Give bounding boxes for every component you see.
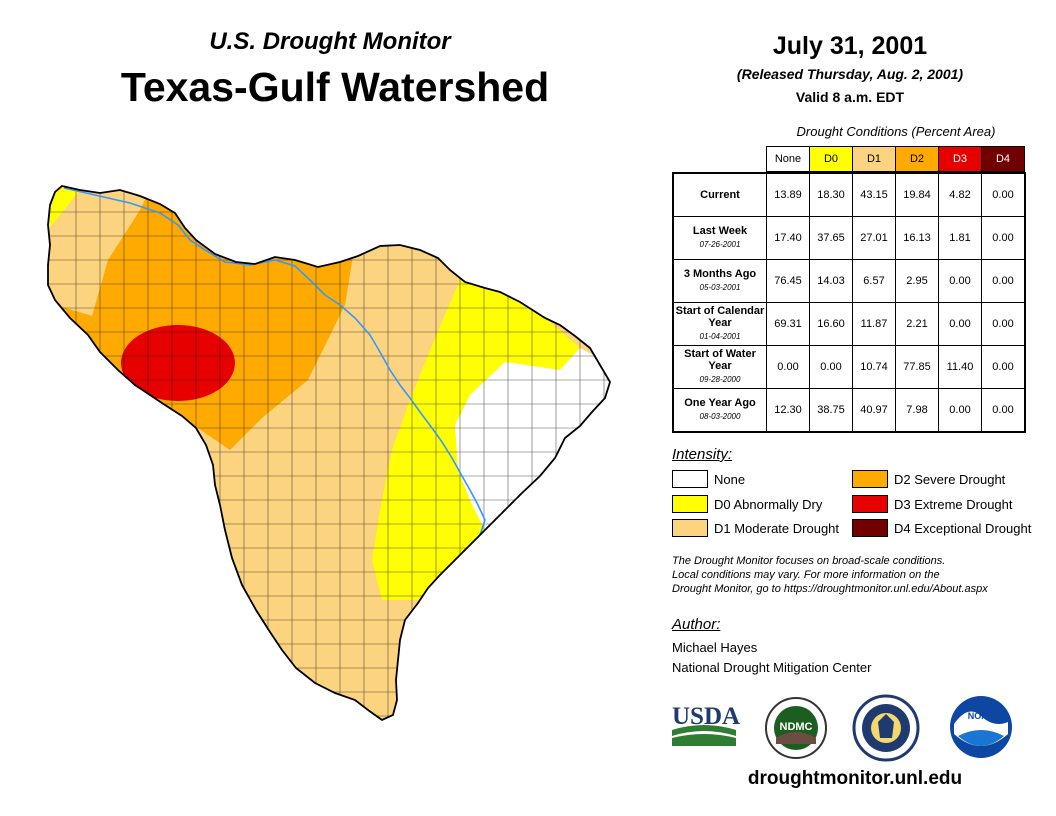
col-d1: D1 xyxy=(852,146,896,172)
legend-swatch xyxy=(672,519,708,537)
col-none: None xyxy=(766,146,810,172)
table-cell: 16.13 xyxy=(895,216,939,260)
legend-item-d1: D1 Moderate Drought xyxy=(672,519,839,537)
legend-item-d4: D4 Exceptional Drought xyxy=(852,519,1031,537)
table-cell: 69.31 xyxy=(766,302,810,346)
row-label: Start of Calendar Year 01-04-2001 xyxy=(672,302,767,346)
release-date: (Released Thursday, Aug. 2, 2001) xyxy=(736,66,964,82)
table-cell: 4.82 xyxy=(938,172,982,217)
table-cell: 0.00 xyxy=(938,388,982,433)
d3-area xyxy=(121,325,235,401)
table-cell: 6.57 xyxy=(852,259,896,303)
website-link[interactable]: droughtmonitor.unl.edu xyxy=(747,768,963,789)
table-cell: 7.98 xyxy=(895,388,939,433)
table-cell: 11.40 xyxy=(938,345,982,389)
row-label: Start of Water Year 09-28-2000 xyxy=(672,345,767,389)
table-row: 3 Months Ago 05-03-2001 76.45 14.03 6.57 … xyxy=(672,259,1026,303)
table-cell: 19.84 xyxy=(895,172,939,217)
map-subtitle: U.S. Drought Monitor xyxy=(209,28,451,55)
table-cell: 77.85 xyxy=(895,345,939,389)
usda-logo: USDA xyxy=(672,703,740,746)
conditions-table: Current 13.89 18.30 43.15 19.84 4.82 0.0… xyxy=(672,172,1026,433)
commerce-seal-logo xyxy=(852,694,920,762)
river xyxy=(63,187,489,549)
table-cell: 0.00 xyxy=(981,388,1026,433)
legend-swatch xyxy=(672,495,708,513)
table-cell: 0.00 xyxy=(938,259,982,303)
legend-swatch xyxy=(672,470,708,488)
row-label: Last Week 07-26-2001 xyxy=(672,216,767,260)
legend-item-none: None xyxy=(672,470,745,488)
col-d2: D2 xyxy=(895,146,939,172)
table-cell: 37.65 xyxy=(809,216,853,260)
table-cell: 0.00 xyxy=(938,302,982,346)
legend-item-d0: D0 Abnormally Dry xyxy=(672,495,822,513)
noaa-logo: NOAA xyxy=(950,696,1012,758)
table-cell: 0.00 xyxy=(981,216,1026,260)
table-cell: 0.00 xyxy=(981,172,1026,217)
table-row: Start of Calendar Year 01-04-2001 69.31 1… xyxy=(672,302,1026,346)
table-cell: 0.00 xyxy=(981,302,1026,346)
legend-swatch xyxy=(852,519,888,537)
row-label: Current xyxy=(672,172,767,217)
table-cell: 0.00 xyxy=(981,345,1026,389)
table-cell: 11.87 xyxy=(852,302,896,346)
ndmc-logo: NDMC xyxy=(765,697,827,759)
table-cell: 76.45 xyxy=(766,259,810,303)
disclaimer-note: The Drought Monitor focuses on broad-sca… xyxy=(672,555,988,595)
legend-title: Intensity: xyxy=(672,446,733,463)
table-row: Current 13.89 18.30 43.15 19.84 4.82 0.0… xyxy=(672,172,1026,217)
table-cell: 0.00 xyxy=(981,259,1026,303)
d1-area-west xyxy=(48,186,155,316)
legend-item-d3: D3 Extreme Drought xyxy=(852,495,1013,513)
row-label: One Year Ago 08-03-2000 xyxy=(672,388,767,433)
map-title: Texas-Gulf Watershed xyxy=(120,64,550,110)
table-cell: 2.95 xyxy=(895,259,939,303)
legend-item-d2: D2 Severe Drought xyxy=(852,470,1005,488)
table-cell: 10.74 xyxy=(852,345,896,389)
table-row: One Year Ago 08-03-2000 12.30 38.75 40.97… xyxy=(672,388,1026,433)
table-cell: 17.40 xyxy=(766,216,810,260)
author-info: Michael Hayes National Drought Mitigatio… xyxy=(672,638,871,678)
table-cell: 40.97 xyxy=(852,388,896,433)
table-cell: 38.75 xyxy=(809,388,853,433)
table-cell: 0.00 xyxy=(766,345,810,389)
table-cell: 12.30 xyxy=(766,388,810,433)
table-cell: 16.60 xyxy=(809,302,853,346)
conditions-title: Drought Conditions (Percent Area) xyxy=(796,124,996,139)
table-header: None D0 D1 D2 D3 D4 xyxy=(766,146,1025,172)
table-cell: 14.03 xyxy=(809,259,853,303)
col-d4: D4 xyxy=(981,146,1025,172)
table-cell: 27.01 xyxy=(852,216,896,260)
svg-text:NDMC: NDMC xyxy=(780,721,813,733)
col-d0: D0 xyxy=(809,146,853,172)
row-label: 3 Months Ago 05-03-2001 xyxy=(672,259,767,303)
valid-time: Valid 8 a.m. EDT xyxy=(795,89,905,105)
drought-map xyxy=(47,185,611,721)
table-cell: 13.89 xyxy=(766,172,810,217)
table-cell: 18.30 xyxy=(809,172,853,217)
svg-text:NOAA: NOAA xyxy=(968,711,995,721)
col-d3: D3 xyxy=(938,146,982,172)
map-date: July 31, 2001 xyxy=(772,32,928,60)
table-cell: 1.81 xyxy=(938,216,982,260)
table-cell: 0.00 xyxy=(809,345,853,389)
table-cell: 43.15 xyxy=(852,172,896,217)
author-org: National Drought Mitigation Center xyxy=(672,660,872,675)
table-row: Start of Water Year 09-28-2000 0.00 0.00 … xyxy=(672,345,1026,389)
table-cell: 2.21 xyxy=(895,302,939,346)
legend-swatch xyxy=(852,495,888,513)
author-heading: Author: xyxy=(672,616,721,633)
legend-swatch xyxy=(852,470,888,488)
author-name: Michael Hayes xyxy=(672,640,758,655)
table-row: Last Week 07-26-2001 17.40 37.65 27.01 16… xyxy=(672,216,1026,260)
